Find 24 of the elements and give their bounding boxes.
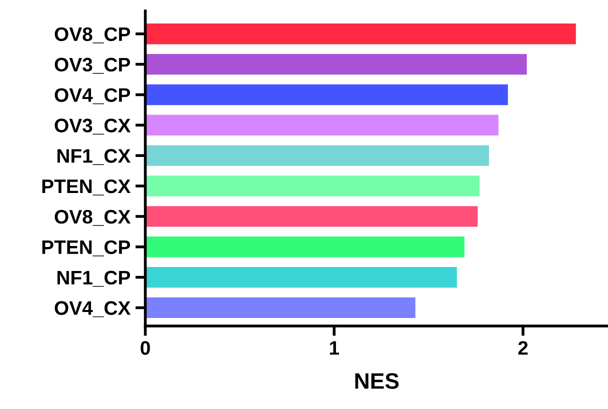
- bar: [145, 176, 480, 196]
- bar: [145, 84, 508, 106]
- bar: [145, 266, 457, 288]
- bar: [145, 114, 498, 136]
- bar: [145, 297, 416, 318]
- x-tick-label: 1: [330, 341, 340, 355]
- x-tick-label: 0: [140, 341, 150, 355]
- y-tick-label: OV4_CX: [54, 301, 131, 318]
- bar: [145, 54, 527, 75]
- x-tick-label: 2: [518, 341, 528, 355]
- y-tick-label: OV3_CP: [54, 58, 130, 74]
- y-tick-label: NF1_CX: [57, 149, 131, 165]
- bar: [145, 236, 464, 258]
- bar: [145, 145, 490, 166]
- y-tick-label: OV4_CP: [54, 88, 130, 104]
- x-axis-title: NES: [355, 373, 399, 389]
- y-tick-label: PTEN_CX: [42, 179, 131, 196]
- bar: [145, 24, 576, 44]
- y-tick-label: OV3_CX: [54, 118, 131, 135]
- bar: [145, 206, 478, 227]
- y-tick-label: PTEN_CP: [42, 240, 130, 256]
- y-tick-label: NF1_CP: [57, 270, 130, 287]
- y-tick-label: OV8_CP: [54, 27, 130, 44]
- y-tick-label: OV8_CX: [54, 210, 131, 226]
